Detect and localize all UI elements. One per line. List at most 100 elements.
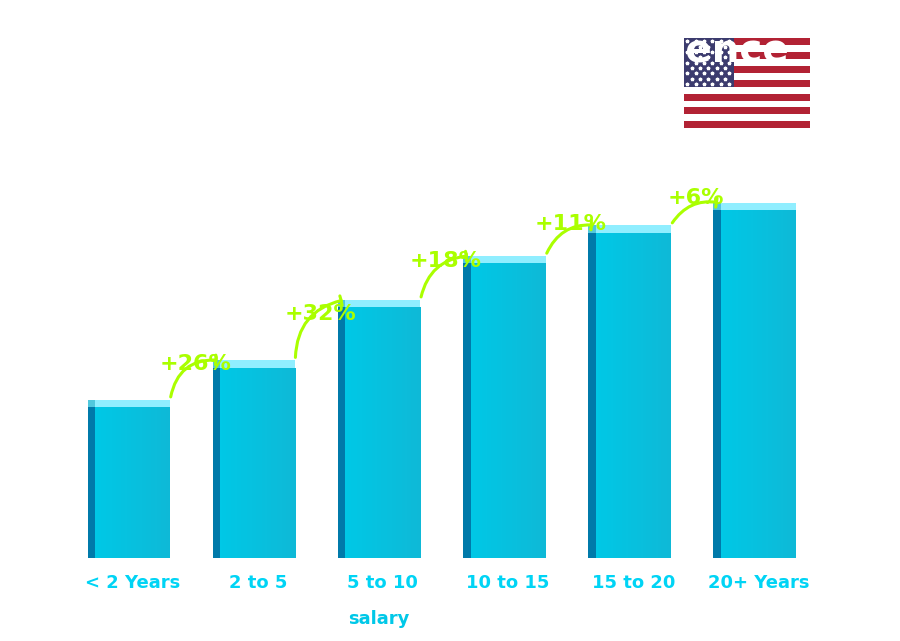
Bar (257, 368, 260, 558)
Bar (280, 368, 283, 558)
Bar (123, 407, 125, 558)
Bar (417, 307, 419, 558)
Bar (500, 263, 503, 558)
Bar (271, 368, 273, 558)
Bar (611, 233, 613, 558)
Bar (660, 233, 661, 558)
Bar (394, 307, 396, 558)
Bar (113, 407, 116, 558)
Bar (163, 407, 165, 558)
Bar (239, 368, 241, 558)
Bar (87, 399, 95, 407)
Text: 54,200 USD: 54,200 USD (83, 378, 182, 396)
Bar (790, 210, 792, 558)
Bar (349, 307, 351, 558)
Bar (101, 407, 103, 558)
Bar (773, 210, 776, 558)
Bar (127, 407, 129, 558)
Bar (684, 53, 810, 59)
Bar (292, 368, 293, 558)
Bar (112, 407, 114, 558)
Bar (284, 368, 286, 558)
Bar (632, 233, 634, 558)
Bar (364, 307, 366, 558)
Bar (146, 407, 148, 558)
Bar (599, 233, 601, 558)
Bar (103, 407, 104, 558)
Bar (766, 210, 768, 558)
Bar (237, 368, 239, 558)
Bar (618, 233, 620, 558)
Bar (486, 263, 488, 558)
Bar (110, 407, 112, 558)
Bar (768, 210, 769, 558)
Text: +32%: +32% (284, 304, 356, 324)
Bar (684, 80, 810, 87)
Bar (276, 368, 279, 558)
Bar (278, 368, 281, 558)
Bar (639, 233, 641, 558)
Bar (596, 233, 598, 558)
Bar (398, 307, 400, 558)
Text: 68,400 USD: 68,400 USD (209, 339, 307, 357)
Bar (620, 233, 622, 558)
Bar (387, 307, 389, 558)
Bar (161, 407, 163, 558)
Bar (338, 307, 346, 558)
Bar (391, 307, 392, 558)
Bar (641, 233, 643, 558)
Bar (347, 307, 349, 558)
Bar (794, 210, 796, 558)
Bar (634, 233, 635, 558)
Bar (134, 407, 137, 558)
Bar (166, 407, 168, 558)
Bar (654, 233, 656, 558)
Bar (266, 368, 267, 558)
Bar (382, 307, 385, 558)
Bar (108, 407, 111, 558)
Bar (353, 307, 355, 558)
Bar (139, 407, 140, 558)
Text: +18%: +18% (410, 251, 482, 271)
Bar (684, 38, 734, 87)
Bar (415, 307, 417, 558)
Bar (267, 368, 269, 558)
Bar (122, 407, 123, 558)
Bar (231, 368, 234, 558)
Bar (752, 210, 755, 558)
Bar (658, 233, 660, 558)
Bar (293, 368, 295, 558)
Bar (514, 263, 516, 558)
Bar (392, 307, 394, 558)
Bar (130, 407, 133, 558)
Text: salary: salary (348, 610, 410, 628)
Bar (742, 210, 743, 558)
Text: explorer.com: explorer.com (410, 610, 526, 628)
Bar (471, 256, 545, 263)
Bar (684, 87, 810, 94)
Bar (637, 233, 639, 558)
Bar (269, 368, 271, 558)
Bar (499, 263, 500, 558)
Bar (220, 360, 295, 368)
Bar (375, 307, 377, 558)
Bar (665, 233, 667, 558)
Bar (616, 233, 618, 558)
Bar (643, 233, 644, 558)
Bar (497, 263, 499, 558)
Text: +26%: +26% (159, 354, 231, 374)
Bar (356, 307, 359, 558)
Bar (646, 233, 649, 558)
Bar (650, 233, 652, 558)
Bar (508, 263, 510, 558)
Bar (751, 210, 753, 558)
Bar (627, 233, 630, 558)
Bar (224, 368, 226, 558)
Bar (273, 368, 274, 558)
Bar (286, 368, 288, 558)
Bar (142, 407, 144, 558)
Bar (605, 233, 608, 558)
Bar (379, 307, 382, 558)
Bar (478, 263, 481, 558)
Bar (510, 263, 512, 558)
